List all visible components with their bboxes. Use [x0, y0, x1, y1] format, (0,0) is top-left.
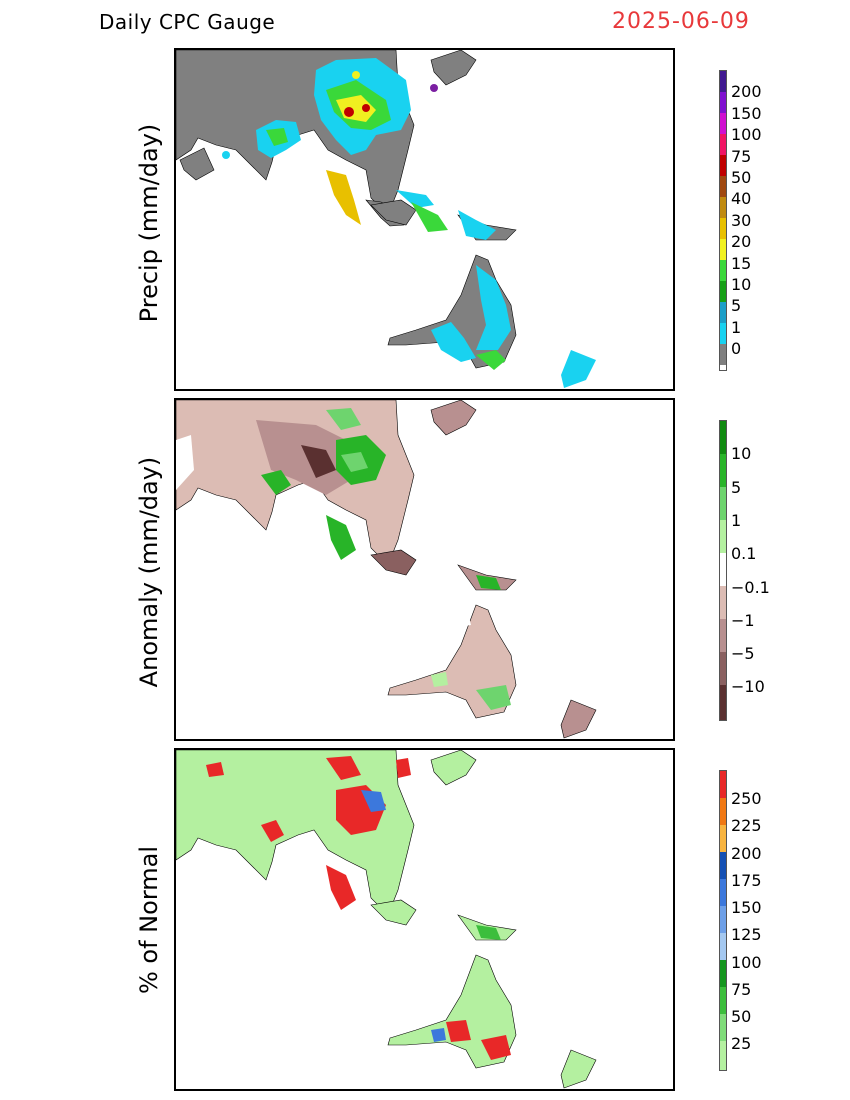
anomaly-swatch [720, 619, 726, 652]
pct-normal-swatch [720, 771, 726, 798]
precip-rain-areas [222, 58, 596, 388]
precip-swatch [720, 71, 726, 92]
pct-normal-land [176, 750, 597, 1089]
colorbar-tick-label: 150 [731, 898, 762, 917]
pct-normal-areas [206, 756, 511, 1060]
precip-swatch [720, 176, 726, 197]
pct-normal-swatch [720, 852, 726, 879]
colorbar-tick-label: −1 [731, 611, 755, 630]
anomaly-swatch [720, 553, 726, 586]
anomaly-swatch [720, 421, 726, 454]
anomaly-areas [176, 408, 511, 710]
anomaly-swatch [720, 586, 726, 619]
colorbar-tick-label: 75 [731, 147, 752, 166]
precip-swatch [720, 323, 726, 344]
colorbar-tick-label: 225 [731, 816, 762, 835]
colorbar-tick-label: 200 [731, 82, 762, 101]
pct-normal-swatch [720, 906, 726, 933]
colorbar-tick-label: 30 [731, 211, 752, 230]
colorbar-tick-label: 200 [731, 844, 762, 863]
anomaly-swatch [720, 487, 726, 520]
colorbar-tick-label: 150 [731, 104, 762, 123]
colorbar-tick-label: 75 [731, 980, 752, 999]
colorbar-tick-label: 1 [731, 318, 742, 337]
precip-swatch [720, 197, 726, 218]
anomaly-map [174, 398, 675, 741]
chart-title: Daily CPC Gauge [99, 10, 276, 34]
precip-swatch [720, 344, 726, 365]
colorbar-tick-label: 10 [731, 275, 752, 294]
anomaly-swatch [720, 520, 726, 553]
pct-normal-swatch [720, 960, 726, 987]
colorbar-tick-label: 15 [731, 254, 752, 273]
precip-ylabel: Precip (mm/day) [135, 123, 163, 323]
date-label: 2025-06-09 [612, 9, 750, 34]
precip-swatch [720, 239, 726, 260]
precip-swatch [720, 155, 726, 176]
colorbar-tick-label: 50 [731, 1007, 752, 1026]
precip-colorbar [719, 70, 727, 371]
colorbar-tick-label: 0 [731, 339, 742, 358]
pct-normal-swatch [720, 933, 726, 960]
precip-map [174, 48, 675, 391]
pct-normal-swatch [720, 987, 726, 1014]
colorbar-tick-label: −0.1 [731, 578, 770, 597]
precip-map-svg [176, 50, 596, 388]
colorbar-tick-label: 20 [731, 232, 752, 251]
precip-swatch [720, 302, 726, 323]
pct-normal-swatch [720, 1014, 726, 1041]
pct-normal-swatch [720, 825, 726, 852]
colorbar-tick-label: 0.1 [731, 544, 757, 563]
anomaly-swatch [720, 454, 726, 487]
colorbar-tick-label: 1 [731, 511, 742, 530]
colorbar-tick-label: 10 [731, 444, 752, 463]
colorbar-tick-label: 40 [731, 189, 752, 208]
colorbar-tick-label: −10 [731, 677, 765, 696]
colorbar-tick-label: 25 [731, 1034, 752, 1053]
colorbar-tick-label: 5 [731, 296, 742, 315]
pct-normal-colorbar [719, 770, 727, 1071]
precip-swatch [720, 281, 726, 302]
colorbar-tick-label: 125 [731, 925, 762, 944]
pct-normal-swatch [720, 798, 726, 825]
colorbar-tick-label: 50 [731, 168, 752, 187]
anomaly-map-svg [176, 400, 597, 739]
precip-swatch [720, 92, 726, 113]
colorbar-tick-label: 5 [731, 478, 742, 497]
precip-swatch [720, 218, 726, 239]
pct-normal-map-svg [176, 750, 597, 1089]
precip-swatch [720, 113, 726, 134]
pct-normal-swatch [720, 879, 726, 906]
colorbar-tick-label: 250 [731, 789, 762, 808]
colorbar-tick-label: −5 [731, 644, 755, 663]
pct-normal-swatch [720, 1041, 726, 1070]
colorbar-tick-label: 100 [731, 953, 762, 972]
colorbar-tick-label: 100 [731, 125, 762, 144]
precip-swatch [720, 260, 726, 281]
pct-normal-map [174, 748, 675, 1091]
anomaly-colorbar [719, 420, 727, 721]
pct-normal-ylabel: % of Normal [135, 845, 163, 995]
colorbar-tick-label: 175 [731, 871, 762, 890]
anomaly-ylabel: Anomaly (mm/day) [135, 456, 163, 688]
anomaly-swatch [720, 652, 726, 685]
anomaly-land [176, 400, 597, 739]
anomaly-swatch [720, 685, 726, 720]
precip-swatch [720, 134, 726, 155]
